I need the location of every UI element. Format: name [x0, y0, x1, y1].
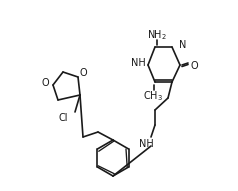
- Text: NH: NH: [139, 139, 153, 149]
- Text: N: N: [179, 40, 186, 50]
- Text: O: O: [190, 61, 198, 71]
- Text: O: O: [41, 78, 49, 88]
- Text: NH$_2$: NH$_2$: [147, 28, 167, 42]
- Text: CH$_3$: CH$_3$: [143, 89, 163, 103]
- Text: Cl: Cl: [58, 113, 68, 123]
- Text: O: O: [79, 68, 87, 78]
- Text: NH: NH: [131, 58, 145, 68]
